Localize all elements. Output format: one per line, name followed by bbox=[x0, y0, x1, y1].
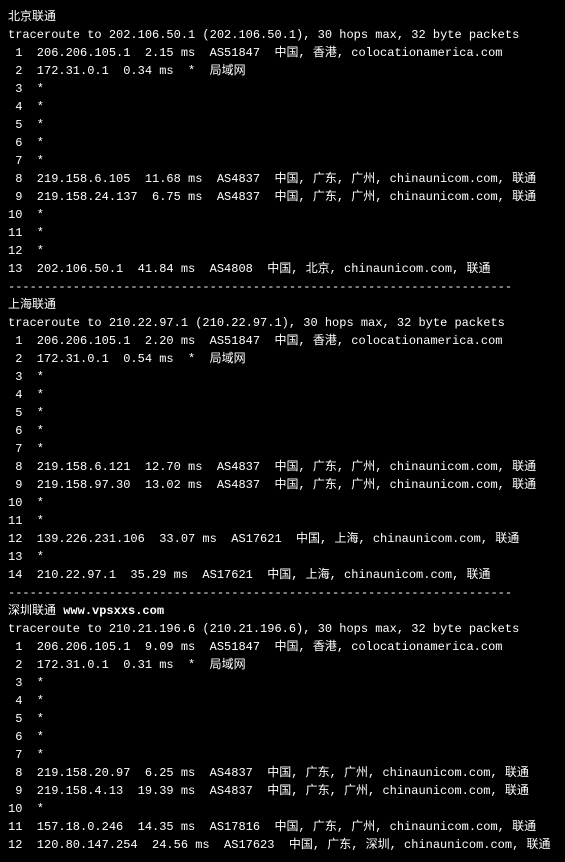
traceroute-hop: 5 * bbox=[8, 116, 557, 134]
traceroute-hop: 12 * bbox=[8, 242, 557, 260]
traceroute-hop: 9 219.158.24.137 6.75 ms AS4837 中国, 广东, … bbox=[8, 188, 557, 206]
traceroute-hop: 10 * bbox=[8, 206, 557, 224]
traceroute-hop: 3 * bbox=[8, 368, 557, 386]
traceroute-hop: 12 120.80.147.254 24.56 ms AS17623 中国, 广… bbox=[8, 836, 557, 854]
traceroute-hop: 4 * bbox=[8, 386, 557, 404]
traceroute-hop: 1 206.206.105.1 2.15 ms AS51847 中国, 香港, … bbox=[8, 44, 557, 62]
traceroute-hop: 9 219.158.4.13 19.39 ms AS4837 中国, 广东, 广… bbox=[8, 782, 557, 800]
traceroute-hop: 6 * bbox=[8, 422, 557, 440]
traceroute-hop: 2 172.31.0.1 0.31 ms * 局域网 bbox=[8, 656, 557, 674]
traceroute-hop: 14 210.22.97.1 35.29 ms AS17621 中国, 上海, … bbox=[8, 566, 557, 584]
section-divider: ----------------------------------------… bbox=[8, 278, 557, 296]
traceroute-hop: 11 157.18.0.246 14.35 ms AS17816 中国, 广东,… bbox=[8, 818, 557, 836]
traceroute-hop: 4 * bbox=[8, 692, 557, 710]
traceroute-hop: 3 * bbox=[8, 80, 557, 98]
traceroute-header: traceroute to 202.106.50.1 (202.106.50.1… bbox=[8, 26, 557, 44]
traceroute-hop: 8 219.158.6.121 12.70 ms AS4837 中国, 广东, … bbox=[8, 458, 557, 476]
traceroute-hop: 3 * bbox=[8, 674, 557, 692]
traceroute-header: traceroute to 210.21.196.6 (210.21.196.6… bbox=[8, 620, 557, 638]
traceroute-section-title: 深圳联通 www.vpsxxs.com bbox=[8, 602, 557, 620]
terminal-output: 北京联通 traceroute to 202.106.50.1 (202.106.… bbox=[8, 8, 557, 854]
traceroute-hop: 9 219.158.97.30 13.02 ms AS4837 中国, 广东, … bbox=[8, 476, 557, 494]
section-title-text: 上海联通 bbox=[8, 298, 56, 312]
traceroute-hop: 5 * bbox=[8, 710, 557, 728]
traceroute-hop: 12 139.226.231.106 33.07 ms AS17621 中国, … bbox=[8, 530, 557, 548]
watermark-text: www.vpsxxs.com bbox=[63, 604, 164, 618]
traceroute-hop: 10 * bbox=[8, 800, 557, 818]
traceroute-header: traceroute to 210.22.97.1 (210.22.97.1),… bbox=[8, 314, 557, 332]
traceroute-hop: 6 * bbox=[8, 728, 557, 746]
section-divider: ----------------------------------------… bbox=[8, 584, 557, 602]
traceroute-hop: 7 * bbox=[8, 440, 557, 458]
traceroute-hop: 11 * bbox=[8, 224, 557, 242]
traceroute-hop: 1 206.206.105.1 9.09 ms AS51847 中国, 香港, … bbox=[8, 638, 557, 656]
section-title-text: 北京联通 bbox=[8, 10, 56, 24]
traceroute-hop: 7 * bbox=[8, 746, 557, 764]
traceroute-hop: 11 * bbox=[8, 512, 557, 530]
traceroute-hop: 8 219.158.20.97 6.25 ms AS4837 中国, 广东, 广… bbox=[8, 764, 557, 782]
traceroute-hop: 1 206.206.105.1 2.20 ms AS51847 中国, 香港, … bbox=[8, 332, 557, 350]
traceroute-hop: 4 * bbox=[8, 98, 557, 116]
traceroute-hop: 5 * bbox=[8, 404, 557, 422]
traceroute-hop: 13 * bbox=[8, 548, 557, 566]
traceroute-hop: 8 219.158.6.105 11.68 ms AS4837 中国, 广东, … bbox=[8, 170, 557, 188]
traceroute-hop: 2 172.31.0.1 0.54 ms * 局域网 bbox=[8, 350, 557, 368]
traceroute-hop: 13 202.106.50.1 41.84 ms AS4808 中国, 北京, … bbox=[8, 260, 557, 278]
traceroute-section-title: 北京联通 bbox=[8, 8, 557, 26]
traceroute-section-title: 上海联通 bbox=[8, 296, 557, 314]
section-title-text: 深圳联通 bbox=[8, 604, 56, 618]
traceroute-hop: 2 172.31.0.1 0.34 ms * 局域网 bbox=[8, 62, 557, 80]
traceroute-hop: 6 * bbox=[8, 134, 557, 152]
traceroute-hop: 10 * bbox=[8, 494, 557, 512]
traceroute-hop: 7 * bbox=[8, 152, 557, 170]
